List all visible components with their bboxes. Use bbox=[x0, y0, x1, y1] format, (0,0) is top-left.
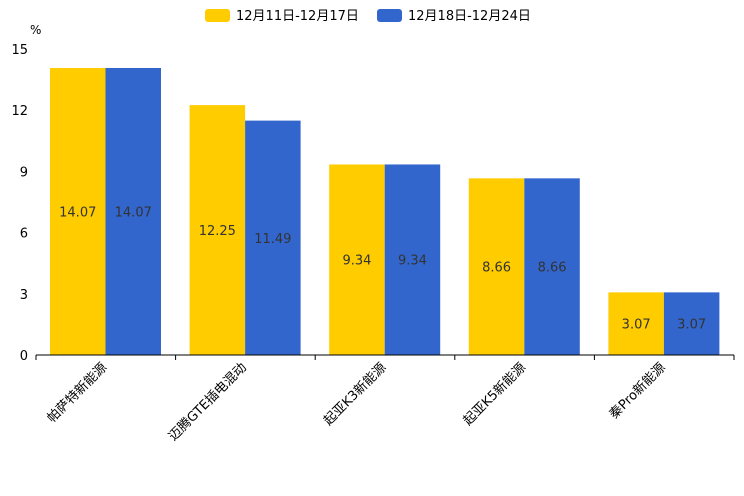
legend-swatch-series-1[interactable] bbox=[205, 9, 230, 22]
x-category-label: 起亚K3新能源 bbox=[320, 360, 389, 429]
x-category-label: 秦Pro新能源 bbox=[606, 360, 669, 423]
data-label-series-1-5: 3.07 bbox=[622, 318, 651, 333]
bar-chart: 12月11日-12月17日 12月18日-12月24日 % 0 3 6 9 12 15 1… bbox=[0, 0, 744, 496]
data-label-series-2-3: 9.34 bbox=[398, 254, 427, 269]
data-label-series-2-4: 8.66 bbox=[538, 261, 567, 276]
x-axis-category-labels: 帕萨特新能源 迈腾GTE插电混动 起亚K3新能源 起亚K5新能源 秦Pro新能源 bbox=[44, 360, 669, 445]
legend: 12月11日-12月17日 12月18日-12月24日 bbox=[205, 9, 531, 24]
data-label-series-2-2: 11.49 bbox=[254, 232, 291, 247]
y-tick-label: 9 bbox=[20, 165, 28, 180]
legend-label-series-2[interactable]: 12月18日-12月24日 bbox=[408, 9, 531, 24]
data-label-series-1-4: 8.66 bbox=[482, 261, 511, 276]
legend-label-series-1[interactable]: 12月11日-12月17日 bbox=[236, 9, 359, 24]
data-label-series-2-5: 3.07 bbox=[677, 318, 706, 333]
x-category-label: 帕萨特新能源 bbox=[44, 360, 110, 426]
x-category-label: 迈腾GTE插电混动 bbox=[165, 360, 250, 445]
y-axis-ticks: 0 3 6 9 12 15 bbox=[11, 43, 28, 364]
legend-swatch-series-2[interactable] bbox=[377, 9, 402, 22]
data-label-series-1-2: 12.25 bbox=[199, 224, 236, 239]
y-tick-label: 0 bbox=[20, 349, 28, 364]
data-label-series-2-1: 14.07 bbox=[115, 205, 152, 220]
data-label-series-1-1: 14.07 bbox=[59, 205, 96, 220]
x-axis-ticks bbox=[36, 355, 734, 360]
data-label-series-1-3: 9.34 bbox=[342, 254, 371, 269]
y-axis-unit: % bbox=[30, 23, 41, 37]
x-category-label: 起亚K5新能源 bbox=[460, 360, 529, 429]
y-tick-label: 3 bbox=[20, 288, 28, 303]
y-tick-label: 15 bbox=[11, 43, 28, 58]
y-tick-label: 6 bbox=[20, 227, 28, 242]
y-tick-label: 12 bbox=[11, 104, 28, 119]
